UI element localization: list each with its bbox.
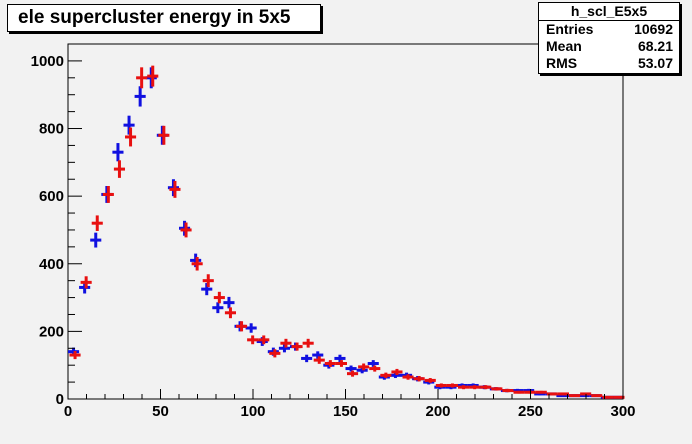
- x-axis: 0 50 100 150 200 250 300: [64, 389, 636, 420]
- data-point: [391, 368, 403, 375]
- data-point: [147, 65, 159, 87]
- x-tick-label: 150: [333, 403, 358, 420]
- data-point: [402, 374, 414, 380]
- stats-row-mean: Mean 68.21: [539, 38, 679, 55]
- data-point: [335, 360, 347, 367]
- y-tick-label: 600: [39, 188, 64, 205]
- series-red: [69, 65, 625, 399]
- data-point: [69, 350, 81, 360]
- y-tick-label: 400: [39, 256, 64, 273]
- data-point: [301, 354, 313, 363]
- x-tick-label: 200: [425, 403, 450, 420]
- data-point: [358, 363, 370, 371]
- data-point: [136, 67, 148, 89]
- data-point: [213, 291, 225, 304]
- data-point: [112, 143, 124, 162]
- data-point: [491, 387, 503, 391]
- data-point: [546, 392, 558, 396]
- data-point: [369, 365, 381, 372]
- data-point: [91, 215, 103, 231]
- data-point: [113, 160, 125, 178]
- data-point: [223, 296, 235, 309]
- data-point: [180, 222, 192, 238]
- data-point: [224, 307, 236, 319]
- data-point: [513, 390, 525, 394]
- data-point: [569, 394, 581, 398]
- y-tick-label: 200: [39, 323, 64, 340]
- x-tick-label: 0: [64, 403, 72, 420]
- stats-label: RMS: [546, 55, 578, 71]
- data-point: [480, 385, 492, 390]
- data-point: [247, 335, 259, 345]
- data-point: [280, 338, 292, 348]
- data-point: [557, 392, 569, 396]
- data-point: [458, 385, 470, 390]
- stats-histogram-name: h_scl_E5x5: [539, 3, 679, 21]
- data-point: [347, 370, 359, 377]
- data-point: [302, 338, 314, 348]
- data-point: [158, 125, 170, 145]
- data-point: [602, 395, 614, 399]
- stats-value: 10692: [634, 21, 673, 37]
- data-point: [102, 186, 114, 203]
- data-point: [80, 276, 92, 289]
- data-point: [435, 383, 447, 388]
- data-point: [245, 323, 257, 333]
- y-axis: 0 200 400 600 800 1000: [31, 43, 82, 408]
- plot-frame: [67, 43, 624, 400]
- stats-label: Mean: [546, 38, 582, 54]
- stats-value: 53.07: [637, 55, 673, 71]
- data-point: [269, 349, 281, 358]
- x-tick-label: 300: [610, 403, 635, 420]
- data-point: [169, 180, 181, 198]
- data-point: [236, 321, 248, 332]
- data-point: [202, 274, 214, 288]
- data-point: [191, 257, 203, 271]
- chart-title: ele supercluster energy in 5x5: [7, 4, 321, 32]
- stats-row-entries: Entries 10692: [539, 21, 679, 38]
- stats-row-rms: RMS 53.07: [539, 55, 679, 72]
- stats-label: Entries: [546, 21, 594, 37]
- data-point: [424, 378, 436, 383]
- data-point: [535, 390, 547, 394]
- data-point: [469, 385, 481, 390]
- stats-value: 68.21: [637, 38, 673, 54]
- data-point: [212, 302, 224, 314]
- x-tick-label: 50: [152, 403, 169, 420]
- stats-box: h_scl_E5x5 Entries 10692 Mean 68.21 RMS …: [538, 2, 680, 74]
- y-tick-label: 0: [56, 391, 64, 408]
- data-point: [125, 127, 137, 147]
- y-tick-label: 800: [39, 121, 64, 138]
- data-point: [502, 388, 514, 393]
- data-point: [258, 335, 270, 345]
- y-tick-label: 1000: [31, 53, 64, 70]
- data-point: [90, 232, 102, 248]
- data-point: [591, 394, 603, 398]
- data-point: [446, 383, 458, 388]
- x-tick-label: 100: [240, 403, 265, 420]
- data-point: [324, 360, 336, 367]
- data-point: [291, 342, 303, 351]
- data-point: [134, 86, 146, 107]
- data-point: [380, 372, 392, 379]
- data-point: [413, 376, 425, 382]
- x-tick-label: 250: [518, 403, 543, 420]
- data-point: [313, 356, 325, 364]
